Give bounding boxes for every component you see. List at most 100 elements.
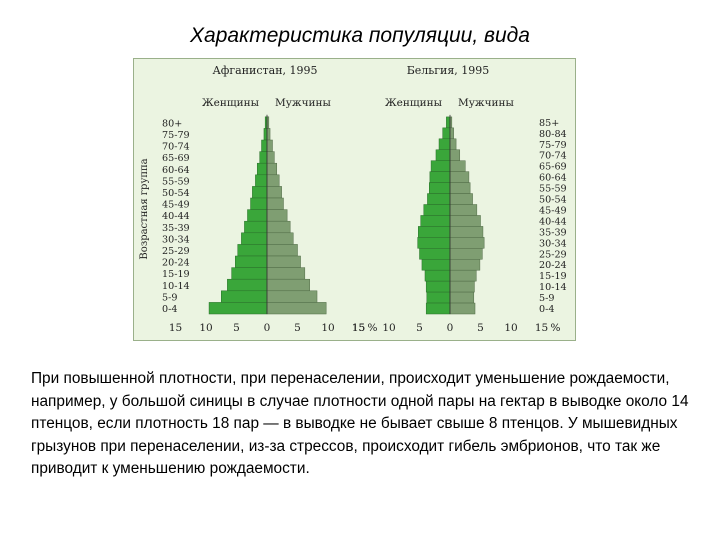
bar-male [266, 302, 327, 315]
age-label: 0-4 [539, 304, 554, 315]
bar-male [449, 127, 454, 140]
bar-female [438, 138, 451, 151]
age-label: 20-24 [162, 258, 190, 269]
age-label: 5-9 [162, 292, 177, 303]
bar-male [266, 186, 282, 199]
x-tick-label: 15 [352, 322, 365, 334]
x-tick-label: % [368, 322, 378, 334]
bar-female [227, 278, 268, 292]
bar-female [426, 291, 451, 304]
age-label: 15-19 [162, 269, 190, 280]
x-tick-label: 10 [199, 322, 212, 334]
bar-male [449, 193, 473, 205]
bar-female [429, 171, 451, 183]
x-tick-label: 15 [169, 322, 182, 334]
bar-female [423, 204, 451, 216]
bar-female [255, 174, 268, 187]
age-label: 75-79 [539, 140, 567, 151]
bar-male [266, 209, 288, 222]
legend-female: Женщины [385, 97, 442, 109]
bar-female [429, 182, 451, 194]
age-label: 75-79 [162, 130, 190, 141]
bar-female [419, 248, 451, 260]
bar-male [266, 278, 310, 292]
bar-female [208, 302, 268, 315]
bar-male [449, 160, 466, 172]
bar-male [266, 174, 280, 187]
age-label: 5-9 [539, 293, 554, 304]
age-label: 35-39 [162, 223, 190, 234]
bar-female [250, 197, 268, 210]
bar-male [449, 182, 471, 194]
bar-female [417, 237, 451, 249]
bar-male [449, 204, 478, 216]
age-label: 65-69 [539, 162, 567, 173]
bar-female [424, 269, 451, 282]
bar-female [259, 151, 268, 164]
bar-female [231, 267, 268, 280]
x-tick-label: 10 [382, 322, 395, 334]
bar-male [266, 290, 318, 303]
age-label: 10-14 [539, 282, 567, 293]
bar-female [241, 232, 268, 245]
bar-male [449, 269, 477, 282]
bar-male [266, 197, 284, 210]
bar-female [430, 160, 451, 172]
age-label: 80-84 [539, 129, 567, 140]
bar-male [449, 215, 481, 227]
age-label: 40-44 [162, 211, 190, 222]
bar-male [266, 128, 271, 141]
y-axis-label: Возрастная группа [139, 158, 150, 259]
bar-female [420, 215, 451, 227]
age-label: 25-29 [162, 246, 190, 257]
bar-male [449, 226, 484, 238]
bar-female [247, 209, 268, 222]
bar-female [425, 302, 451, 315]
x-tick-label: 0 [264, 322, 271, 334]
age-label: 80+ [162, 118, 182, 129]
bar-male [449, 138, 457, 151]
age-label: 25-29 [539, 249, 567, 260]
age-label: 85+ [539, 118, 559, 129]
bar-female [221, 290, 268, 303]
bar-male [266, 255, 301, 268]
age-label: 35-39 [539, 227, 567, 238]
age-label: 45-49 [539, 205, 567, 216]
age-label: 45-49 [162, 200, 190, 211]
age-label: 55-59 [162, 176, 190, 187]
age-label: 40-44 [539, 216, 567, 227]
pyramid-title: Бельгия, 1995 [407, 64, 490, 77]
bar-female [252, 186, 268, 199]
x-tick-label: 5 [294, 322, 301, 334]
bar-male [449, 248, 483, 260]
bar-female [235, 255, 268, 268]
bar-female [427, 193, 451, 205]
age-label: 10-14 [162, 281, 190, 292]
bar-female [421, 259, 451, 271]
bar-female [435, 149, 451, 161]
age-label: 55-59 [539, 184, 567, 195]
bar-male [449, 171, 470, 183]
slide-title: Характеристика популяции, вида [190, 24, 530, 47]
bar-female [237, 244, 268, 257]
bar-female [256, 162, 268, 176]
x-tick-label: 5 [416, 322, 423, 334]
x-tick-label: 10 [321, 322, 334, 334]
age-label: 65-69 [162, 153, 190, 164]
bar-male [266, 151, 275, 164]
bar-female [418, 226, 451, 238]
bar-female [425, 280, 451, 293]
bar-female [244, 220, 268, 234]
legend-female: Женщины [202, 97, 259, 109]
bar-female [263, 128, 268, 141]
bar-male [266, 220, 291, 234]
x-tick-label: 10 [504, 322, 517, 334]
age-label: 20-24 [539, 260, 567, 271]
age-label: 0-4 [162, 304, 177, 315]
bar-male [266, 244, 298, 257]
pyramid-title: Афганистан, 1995 [212, 64, 317, 77]
bar-female [261, 139, 268, 152]
age-label: 70-74 [539, 151, 567, 162]
bar-male [449, 149, 461, 161]
x-tick-label: 15 [352, 322, 365, 334]
